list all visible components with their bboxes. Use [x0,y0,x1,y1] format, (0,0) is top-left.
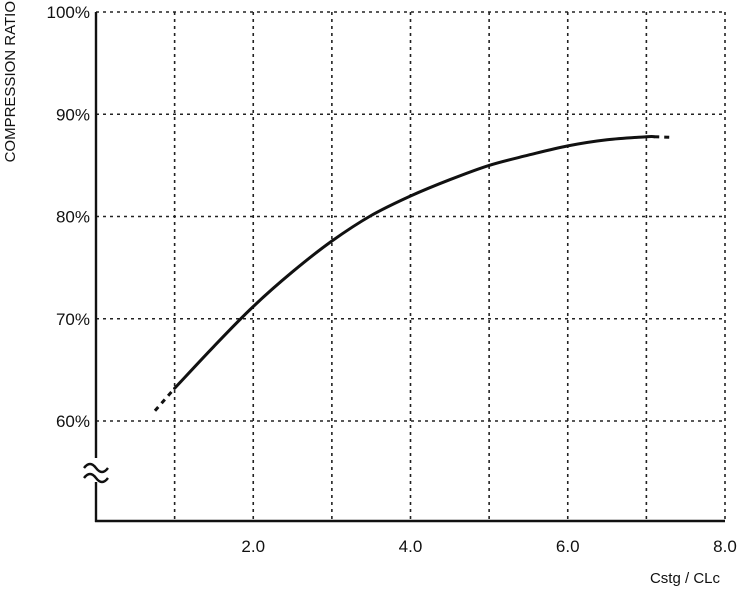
y-tick-label: 60% [56,412,90,431]
axes [84,12,725,522]
x-tick-label: 8.0 [713,537,737,556]
y-tick-label: 100% [47,3,90,22]
y-tick-label: 90% [56,105,90,124]
x-tick-label: 4.0 [399,537,423,556]
x-axis-title: Cstg / CLc [650,570,721,587]
series [155,136,670,410]
axis-break-mark-bottom [84,474,108,482]
series-line-dashed-start [155,388,175,410]
y-tick-label: 80% [56,208,90,227]
grid [96,12,725,521]
y-axis-title: COMPRESSION RATIO [2,1,19,162]
x-tick-label: 6.0 [556,537,580,556]
y-tick-label: 70% [56,310,90,329]
axis-break-mark-top [84,464,108,472]
x-tick-label: 2.0 [241,537,265,556]
series-line [175,136,655,388]
series-line-dashed-end [654,137,670,138]
tick-labels: 2.0 4.0 6.0 8.0 60% 70% 80% 90% 100% [47,3,737,556]
